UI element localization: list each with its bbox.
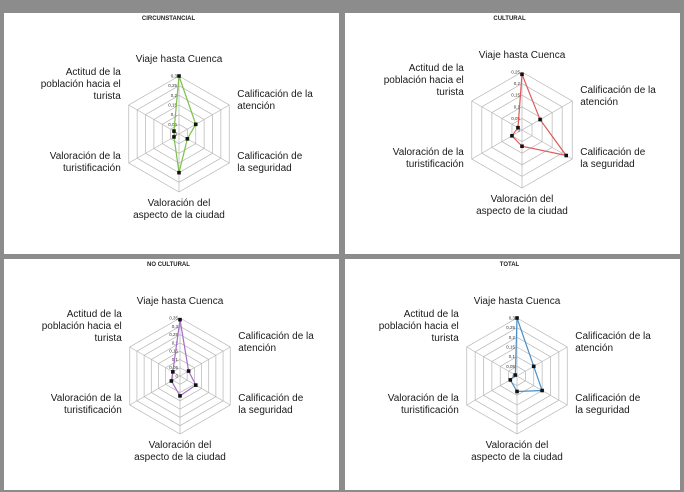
axis-spoke <box>179 375 231 406</box>
data-point <box>540 388 544 393</box>
tick-label: 0,3 <box>171 74 178 79</box>
axis-label: Valoración del aspecto de la ciudad <box>471 440 563 463</box>
tick-label: 0 <box>175 374 178 379</box>
data-point <box>516 125 520 130</box>
axis-spoke <box>516 346 568 377</box>
axis-label: Viaje hasta Cuenca <box>474 296 561 307</box>
tick-label: 0,35 <box>169 316 178 321</box>
axis-label: Valoración del aspecto de la ciudad <box>133 198 225 221</box>
data-point <box>172 135 176 139</box>
data-point <box>515 389 519 394</box>
axis-label: Actitud de la población hacia el turista <box>42 309 122 344</box>
data-point <box>193 383 198 387</box>
axis-label: Calificación de la atención <box>237 89 313 112</box>
axis-label: Calificación de la atención <box>575 331 651 354</box>
axis-label: Valoración del aspecto de la ciudad <box>476 194 568 217</box>
data-point <box>193 122 198 127</box>
tick-label: 0,2 <box>514 81 521 86</box>
axis-spoke <box>471 100 523 131</box>
tick-label: 0,15 <box>169 349 178 354</box>
data-point <box>177 170 181 175</box>
chart-title: TOTAL <box>500 262 520 268</box>
tick-label: 0,25 <box>506 325 515 330</box>
data-point <box>178 317 182 322</box>
axis-label: Calificación de la seguridad <box>237 151 302 174</box>
radar-panel-cultural: CULTURAL 0 0,05 0,1 0,15 0,2 0,25 Viaje hasta C… <box>345 13 680 254</box>
tick-label: 0 <box>517 128 520 133</box>
radar-panel-circunstancial: CIRCUNSTANCIAL 0 0,05 0,1 0,15 0,2 0,25 0,3 Viaj… <box>4 13 339 254</box>
axis-spoke <box>128 133 180 164</box>
axis-label: Calificación de la seguridad <box>580 147 645 170</box>
tick-label: 0,3 <box>172 324 179 329</box>
data-point <box>172 129 176 133</box>
axis-label: Valoración de la turistificación <box>51 393 122 416</box>
data-point <box>538 117 542 122</box>
axis-label: Calificación de la seguridad <box>238 393 303 416</box>
radar-chart-svg: CULTURAL 0 0,05 0,1 0,15 0,2 0,25 Viaje hasta C… <box>384 16 657 217</box>
tick-label: 0,05 <box>506 364 515 369</box>
axis-label: Viaje hasta Cuenca <box>479 50 566 61</box>
axis-label: Valoración de la turistificación <box>393 147 464 170</box>
tick-label: 0,1 <box>514 104 521 109</box>
axis-label: Viaje hasta Cuenca <box>137 296 224 307</box>
tick-label: 0,2 <box>509 335 516 340</box>
tick-label: 0,15 <box>168 103 177 108</box>
tick-label: 0,2 <box>171 93 178 98</box>
axis-spoke <box>128 104 180 135</box>
data-point <box>186 369 191 373</box>
chart-title: NO CULTURAL <box>147 262 190 268</box>
data-point <box>185 137 190 141</box>
tick-label: 0,05 <box>168 122 177 127</box>
series-line <box>173 75 197 173</box>
axis-label: Actitud de la población hacia el turista <box>379 309 459 344</box>
data-point <box>515 316 519 320</box>
radar-chart-svg: NO CULTURAL00,050,10,150,20,250,30,35Via… <box>42 262 315 463</box>
axis-label: Actitud de la población hacia el turista <box>41 67 121 102</box>
data-point <box>531 364 536 369</box>
chart-title: CULTURAL <box>493 16 526 22</box>
tick-label: 0,3 <box>509 316 516 321</box>
data-point <box>508 378 513 382</box>
data-point <box>171 370 175 374</box>
data-point <box>178 394 182 398</box>
data-point <box>177 74 181 78</box>
tick-label: 0,25 <box>169 332 178 337</box>
tick-label: 0 <box>174 132 177 137</box>
axis-spoke <box>521 129 573 160</box>
radar-chart-svg: CIRCUNSTANCIAL 0 0,05 0,1 0,15 0,2 0,25 0,3 Viaj… <box>41 16 314 221</box>
tick-label: 0,25 <box>511 70 520 75</box>
axis-label: Viaje hasta Cuenca <box>136 54 223 65</box>
axis-spoke <box>521 100 573 131</box>
axis-label: Valoración de la turistificación <box>388 393 459 416</box>
data-point <box>510 134 514 138</box>
axis-label: Actitud de la población hacia el turista <box>384 63 464 98</box>
axis-label: Valoración de la turistificación <box>50 151 121 174</box>
axis-label: Valoración del aspecto de la ciudad <box>134 440 226 463</box>
data-point <box>513 373 518 377</box>
axis-label: Calificación de la atención <box>238 331 314 354</box>
data-point <box>169 379 174 383</box>
axis-spoke <box>178 104 230 135</box>
tick-label: 0,05 <box>511 116 520 121</box>
tick-label: 0,1 <box>171 112 178 117</box>
tick-label: 0,15 <box>511 93 520 98</box>
axis-label: Calificación de la seguridad <box>575 393 640 416</box>
chart-title: CIRCUNSTANCIAL <box>142 16 196 22</box>
data-point <box>520 144 524 149</box>
axis-label: Calificación de la atención <box>580 85 656 108</box>
data-point <box>520 72 524 77</box>
tick-label: 0,15 <box>506 345 515 350</box>
data-point <box>564 153 569 158</box>
axis-spoke <box>466 346 518 377</box>
tick-label: 0,2 <box>172 340 179 345</box>
axis-spoke <box>471 129 523 160</box>
tick-label: 0,25 <box>168 83 177 88</box>
tick-label: 0,1 <box>509 354 516 359</box>
radar-panel-no-cultural: NO CULTURAL 0 0,05 0,1 0,15 0,2 0,25 0,3 0,35 Via… <box>4 259 339 490</box>
